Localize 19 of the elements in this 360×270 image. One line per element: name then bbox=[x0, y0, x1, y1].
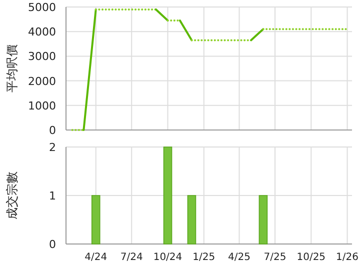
y-axis-title: 成交宗數 bbox=[5, 172, 19, 220]
y-tick-label: 1000 bbox=[28, 99, 56, 112]
y-tick-label: 2000 bbox=[28, 74, 56, 88]
y-tick-label: 3000 bbox=[28, 50, 56, 64]
y-tick-label: 0 bbox=[49, 124, 56, 137]
x-tick-label: 1/26 bbox=[336, 252, 359, 263]
x-tick-label: 7/24 bbox=[120, 252, 143, 263]
x-tick-label: 10/24 bbox=[153, 252, 182, 263]
x-tick-label: 10/25 bbox=[296, 252, 326, 263]
x-tick-label: 4/25 bbox=[228, 252, 250, 263]
x-tick-label: 1/25 bbox=[192, 252, 216, 263]
x-tick-label: 4/24 bbox=[84, 252, 108, 263]
x-tick-label: 7/25 bbox=[264, 252, 286, 263]
y-tick-label: 5000 bbox=[28, 1, 56, 14]
y-tick-label: 4000 bbox=[28, 26, 56, 39]
y-tick-label: 1 bbox=[49, 190, 56, 202]
y-tick-label: 0 bbox=[49, 238, 56, 251]
y-tick-label: 2 bbox=[49, 141, 56, 154]
y-axis-title: 平均呎價 bbox=[5, 44, 19, 92]
